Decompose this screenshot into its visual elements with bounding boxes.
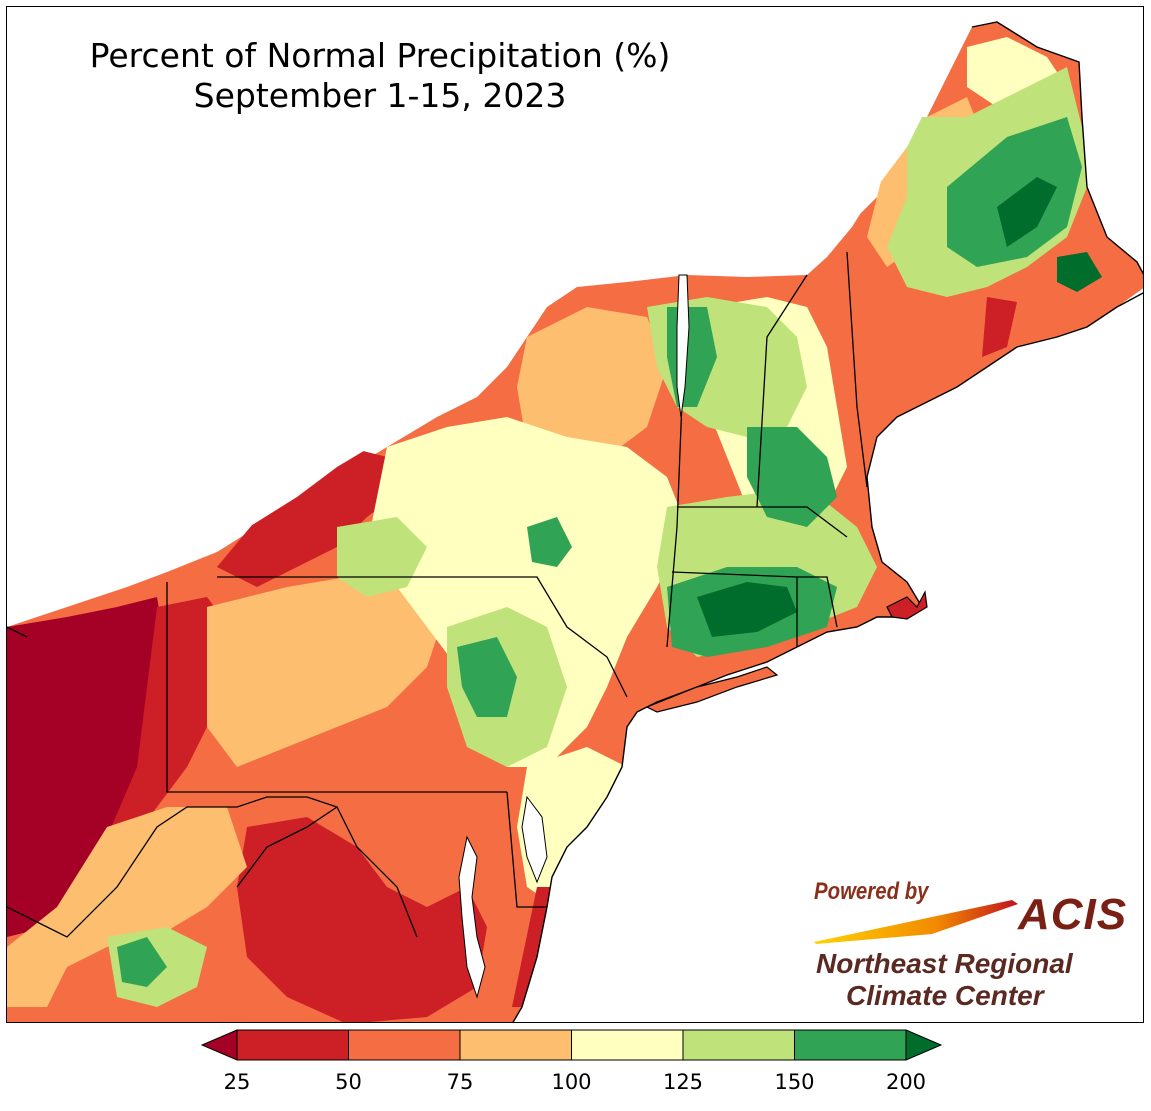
legend-tick: 50	[335, 1070, 362, 1094]
acis-logo: ACIS	[1018, 890, 1128, 939]
legend-tick: 100	[551, 1070, 592, 1094]
dry-west-region-2	[107, 597, 237, 847]
precipitation-map	[7, 7, 1143, 1022]
dry-west-region	[7, 597, 167, 937]
dry-south-region	[237, 817, 487, 1022]
legend-tick: 200	[885, 1070, 927, 1094]
legend-swatch-125_150	[682, 1029, 795, 1061]
lake-champlain	[676, 274, 690, 418]
legend-swatch-100_125	[571, 1029, 684, 1061]
credit-logo: Powered by ACIS Northeast Regional Clima…	[806, 878, 1136, 1018]
legend-tick: 150	[774, 1070, 815, 1094]
map-title: Percent of Normal Precipitation (%) Sept…	[0, 36, 760, 116]
legend-swatch-150_200	[794, 1029, 907, 1061]
band-gt200-a	[697, 582, 797, 637]
ocean-region	[513, 288, 1143, 1022]
legend-swatch-75_100	[459, 1029, 572, 1061]
band-gt200-c	[1057, 252, 1102, 292]
band-100-125-a	[367, 417, 687, 767]
title-line-1: Percent of Normal Precipitation (%)	[89, 36, 671, 75]
dry-ny-west	[217, 447, 407, 587]
band-150-200-f	[527, 517, 572, 567]
band-150-200-b	[947, 117, 1082, 267]
powered-by-label: Powered by	[814, 878, 929, 905]
legend-ticks: 25 50 75 100 125 150 200	[0, 1070, 1151, 1104]
coastal-dry-maine	[982, 297, 1017, 357]
map-frame	[6, 6, 1144, 1023]
acis-swoosh-icon	[814, 900, 1018, 944]
outside-region-nw	[7, 7, 967, 619]
long-island	[645, 666, 779, 713]
chesapeake-bay	[458, 835, 486, 999]
legend-tick: 125	[662, 1070, 704, 1094]
legend-arrow-high	[905, 1029, 943, 1061]
band-75-100-a	[207, 567, 447, 767]
band-75-100-b	[7, 807, 247, 1007]
legend-tick: 75	[446, 1070, 474, 1094]
cape-cod	[886, 590, 928, 620]
coastline	[512, 21, 1143, 1022]
title-line-2: September 1-15, 2023	[193, 76, 567, 115]
band-150-200-g	[117, 937, 167, 987]
band-150-200-e	[457, 637, 517, 717]
band-100-125-d	[517, 747, 627, 907]
org-name-line-2: Climate Center	[846, 980, 1044, 1011]
delaware-bay	[521, 795, 548, 884]
band-150-200-c	[747, 427, 837, 527]
legend-arrow-low	[200, 1029, 238, 1061]
legend-swatch-25_50	[236, 1029, 349, 1061]
org-name-line-1: Northeast Regional	[816, 948, 1073, 979]
legend-colorbar	[200, 1029, 943, 1061]
band-gt200-b	[997, 177, 1057, 247]
legend-tick: 25	[223, 1070, 251, 1094]
legend-swatch-50_75	[348, 1029, 461, 1061]
